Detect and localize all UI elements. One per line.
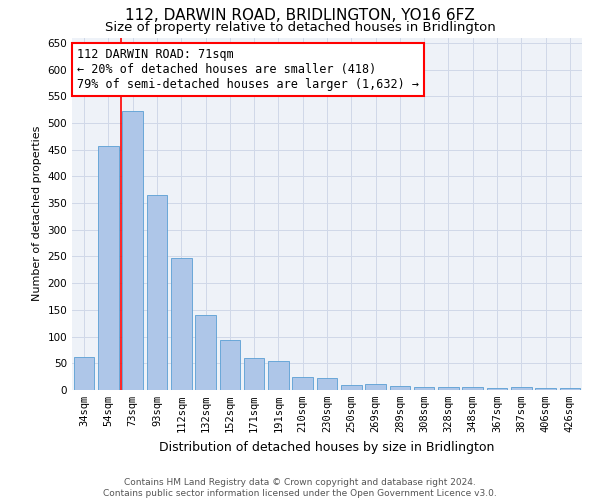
Bar	[292, 376, 313, 390]
Bar	[535, 388, 556, 390]
Bar	[317, 378, 337, 390]
Bar	[146, 194, 167, 390]
Bar	[122, 111, 143, 390]
Bar	[341, 384, 362, 390]
Bar	[268, 360, 289, 390]
Bar	[195, 315, 216, 390]
Text: Contains HM Land Registry data © Crown copyright and database right 2024.
Contai: Contains HM Land Registry data © Crown c…	[103, 478, 497, 498]
Text: Size of property relative to detached houses in Bridlington: Size of property relative to detached ho…	[104, 21, 496, 34]
Bar	[389, 386, 410, 390]
Bar	[438, 388, 459, 390]
Bar	[365, 384, 386, 390]
Bar	[171, 258, 191, 390]
Y-axis label: Number of detached properties: Number of detached properties	[32, 126, 42, 302]
Bar	[74, 357, 94, 390]
Bar	[244, 358, 265, 390]
Bar	[560, 388, 580, 390]
Bar	[414, 387, 434, 390]
Bar	[220, 340, 240, 390]
X-axis label: Distribution of detached houses by size in Bridlington: Distribution of detached houses by size …	[160, 440, 494, 454]
Bar	[487, 388, 508, 390]
Bar	[98, 146, 119, 390]
Text: 112, DARWIN ROAD, BRIDLINGTON, YO16 6FZ: 112, DARWIN ROAD, BRIDLINGTON, YO16 6FZ	[125, 8, 475, 22]
Bar	[511, 388, 532, 390]
Bar	[463, 388, 483, 390]
Text: 112 DARWIN ROAD: 71sqm
← 20% of detached houses are smaller (418)
79% of semi-de: 112 DARWIN ROAD: 71sqm ← 20% of detached…	[77, 48, 419, 91]
